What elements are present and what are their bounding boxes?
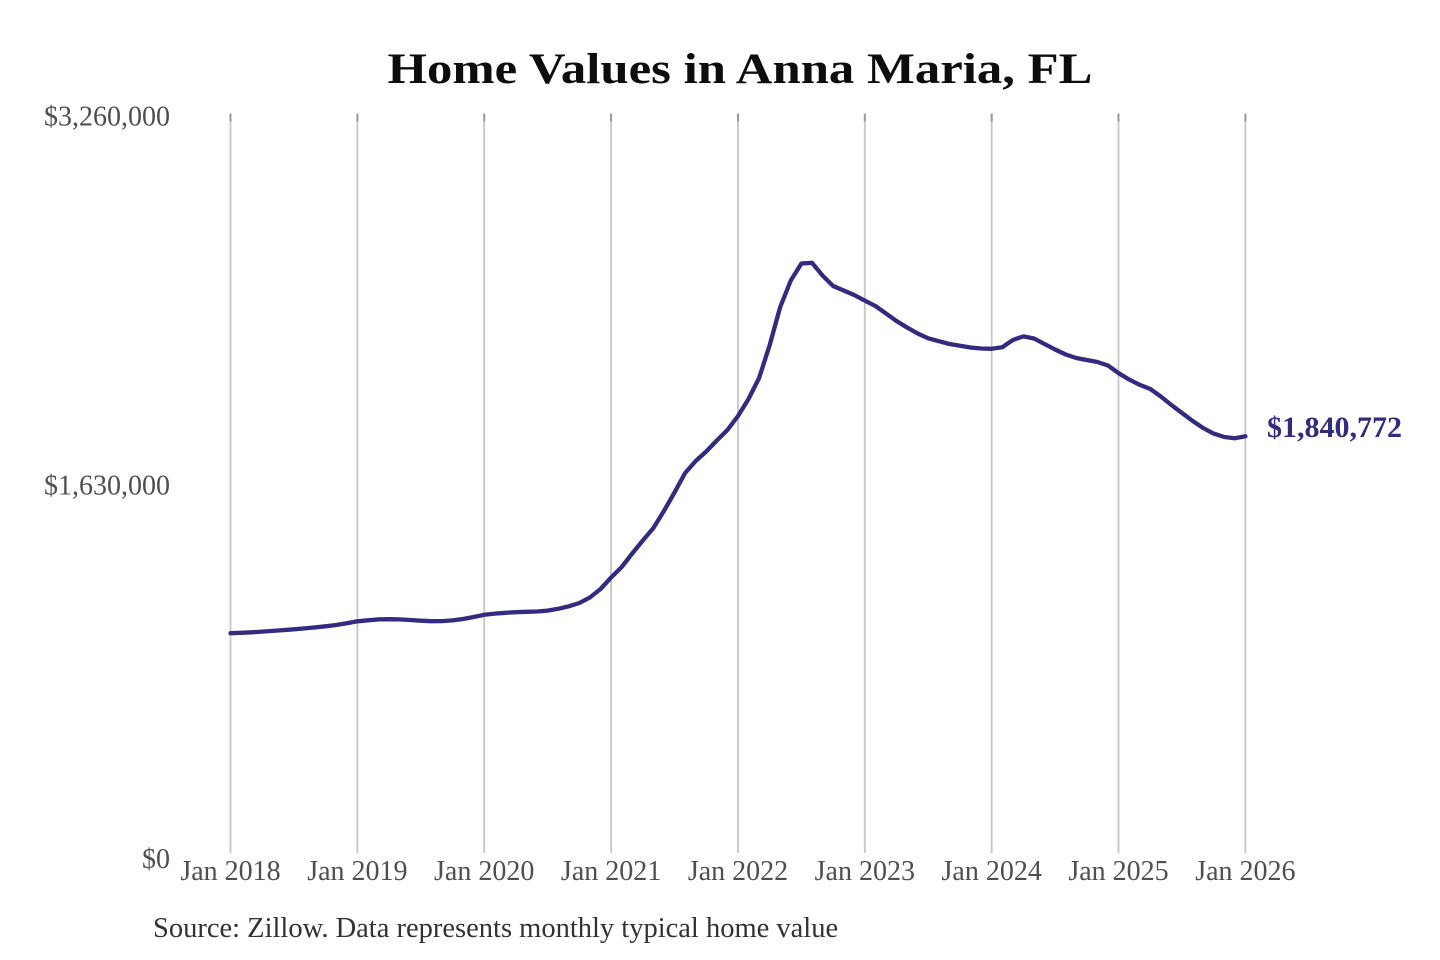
svg-text:Jan 2021: Jan 2021	[561, 856, 661, 887]
svg-text:$1,630,000: $1,630,000	[44, 470, 170, 501]
svg-text:Jan 2025: Jan 2025	[1068, 856, 1168, 887]
svg-text:$0: $0	[142, 844, 170, 875]
svg-text:Jan 2022: Jan 2022	[688, 856, 788, 887]
svg-text:Home Values in Anna Maria, FL: Home Values in Anna Maria, FL	[388, 46, 1093, 93]
svg-text:$3,260,000: $3,260,000	[44, 102, 170, 133]
svg-text:Source: Zillow. Data represent: Source: Zillow. Data represents monthly …	[153, 913, 838, 944]
svg-text:Jan 2026: Jan 2026	[1195, 856, 1295, 887]
svg-text:Jan 2023: Jan 2023	[815, 856, 915, 887]
svg-text:Jan 2019: Jan 2019	[307, 856, 407, 887]
svg-text:Jan 2020: Jan 2020	[434, 856, 534, 887]
svg-text:Jan 2024: Jan 2024	[942, 856, 1042, 887]
svg-text:$1,840,772: $1,840,772	[1267, 411, 1402, 444]
svg-text:Jan 2018: Jan 2018	[180, 856, 280, 887]
